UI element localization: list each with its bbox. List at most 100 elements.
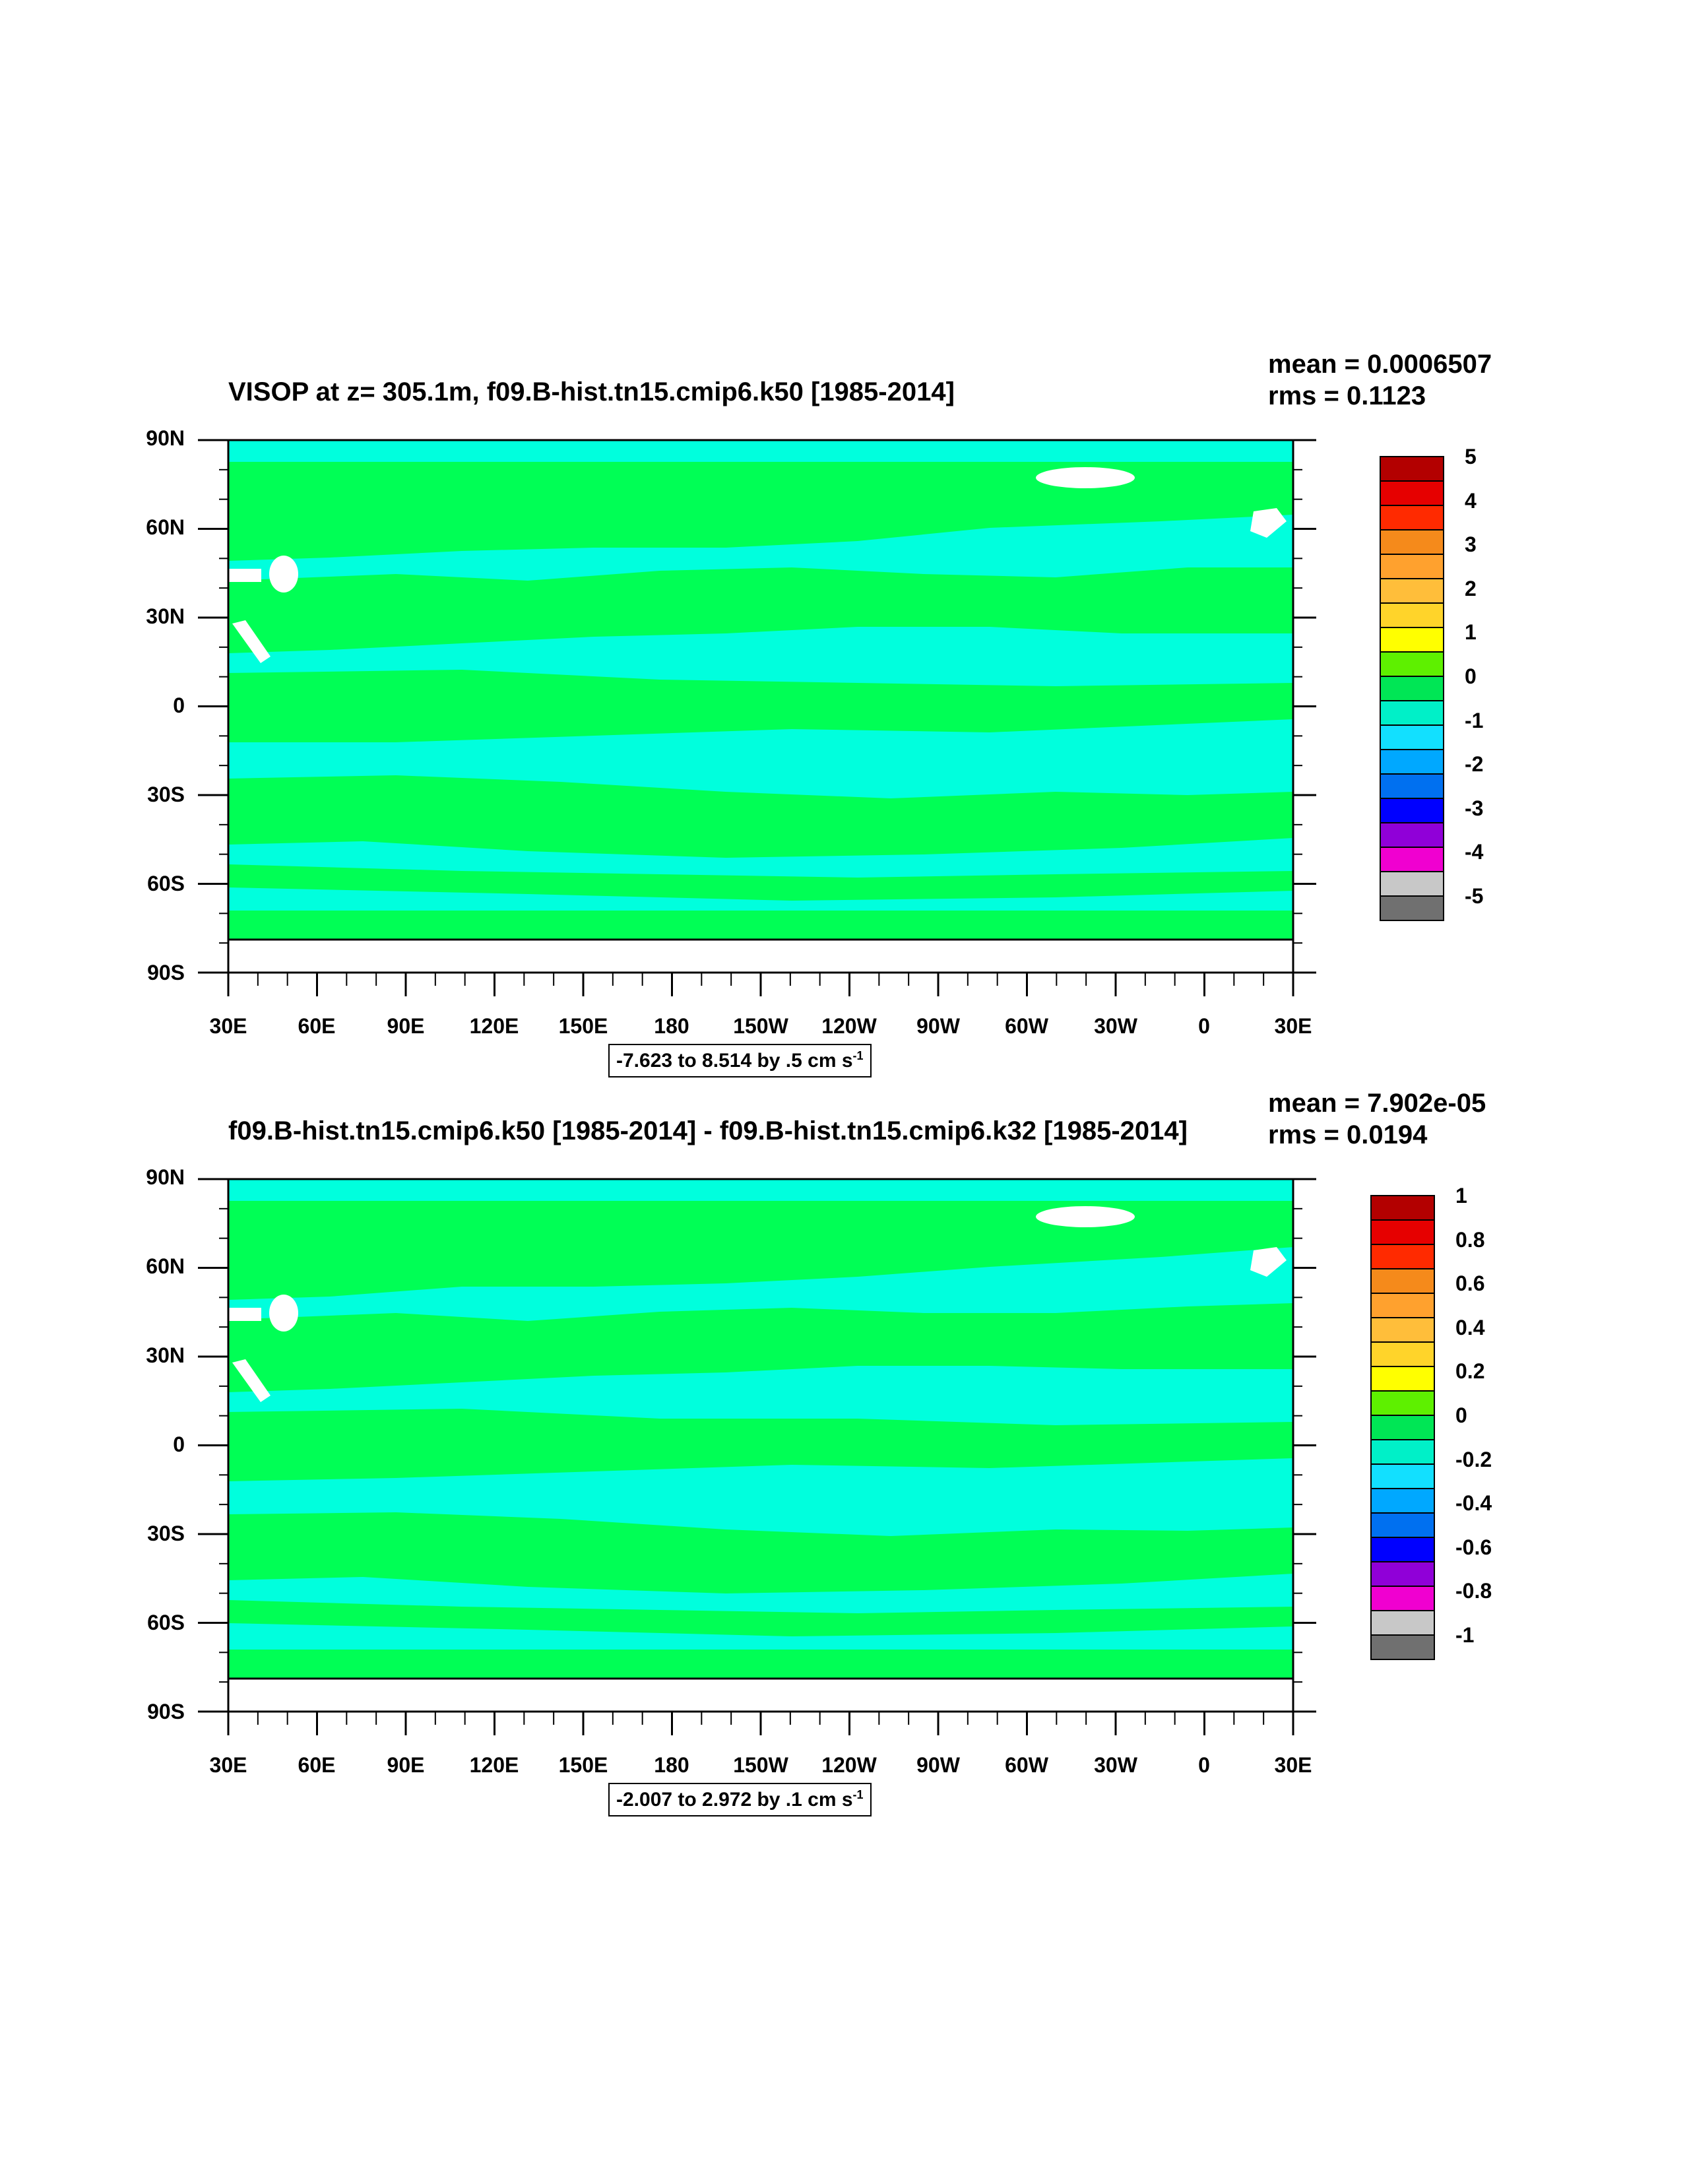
lat-label-30s: 30S xyxy=(147,783,185,806)
lat-label-30n: 30N xyxy=(146,604,185,628)
colorbar-swatch xyxy=(1370,1488,1435,1514)
lon-label: 120W xyxy=(821,1753,877,1777)
mean-stat: mean = 0.0006507 xyxy=(1268,350,1492,379)
lon-label: 30E xyxy=(1274,1753,1312,1777)
lat-label-60n: 60N xyxy=(146,1254,185,1278)
colorbar-swatch xyxy=(1370,1293,1435,1318)
map-plot xyxy=(198,439,1444,996)
field-band-southern-ocean xyxy=(228,1600,1293,1636)
field-band-arctic xyxy=(228,1201,1293,1300)
colorbar-label: -2 xyxy=(1465,752,1484,777)
colorbar-swatch xyxy=(1380,700,1444,726)
rms-stat: rms = 0.1123 xyxy=(1268,381,1426,410)
lat-label-90n: 90N xyxy=(146,426,185,450)
range-text: -7.623 to 8.514 by .5 cm s xyxy=(616,1050,853,1072)
colorbar-swatch xyxy=(1380,651,1444,677)
colorbar-swatch xyxy=(1370,1244,1435,1269)
missing-black-sea xyxy=(228,569,261,582)
colorbar-label: 4 xyxy=(1465,488,1477,513)
field-layer xyxy=(228,1179,1293,1679)
field-band-equator xyxy=(228,1409,1293,1481)
panel-top: VISOP at z= 305.1m, f09.B-hist.tn15.cmip… xyxy=(146,350,1492,1077)
colorbar-swatch xyxy=(1370,1341,1435,1367)
missing-caspian xyxy=(269,1295,298,1332)
missing-red-sea xyxy=(232,620,271,663)
colorbar-swatch xyxy=(1370,1268,1435,1294)
field-band-equator xyxy=(228,670,1293,742)
lon-label: 30E xyxy=(1274,1014,1312,1038)
lon-label: 150E xyxy=(558,1014,608,1038)
colorbar-swatch xyxy=(1380,529,1444,555)
rms-stat: rms = 0.0194 xyxy=(1268,1120,1428,1149)
colorbar-label: -0.2 xyxy=(1455,1447,1492,1471)
lon-label: 150W xyxy=(733,1753,788,1777)
lon-label: 180 xyxy=(654,1753,689,1777)
colorbar-swatch xyxy=(1380,602,1444,628)
lon-label: 60E xyxy=(298,1753,336,1777)
colorbar-label: 0 xyxy=(1465,664,1477,688)
panel-bottom: f09.B-hist.tn15.cmip6.k50 [1985-2014] - … xyxy=(0,739,1689,1834)
lon-label: 60W xyxy=(1005,1753,1048,1777)
colorbar-swatch xyxy=(1370,1586,1435,1611)
colorbar-swatch xyxy=(1370,1195,1435,1221)
lon-label: 90E xyxy=(387,1014,425,1038)
field-band-north-mid xyxy=(228,1303,1293,1392)
axis-ticks xyxy=(198,1178,1316,1735)
field-band-antarctic xyxy=(228,911,1293,940)
lon-label: 120W xyxy=(821,1014,877,1038)
lat-label-30n: 30N xyxy=(146,1343,185,1367)
range-unit-exponent: -1 xyxy=(852,1049,864,1062)
lon-label: 30E xyxy=(209,1014,247,1038)
colorbar-label: 0.2 xyxy=(1455,1359,1485,1384)
plot-title: VISOP at z= 305.1m, f09.B-hist.tn15.cmip… xyxy=(228,377,955,406)
field-band-arctic xyxy=(228,462,1293,561)
colorbar-swatch xyxy=(1380,554,1444,579)
colorbar-swatch xyxy=(1370,1366,1435,1392)
colorbar-label: 1 xyxy=(1455,1184,1467,1207)
colorbar-label: -4 xyxy=(1465,840,1484,864)
map-plot xyxy=(198,1178,1435,1735)
lon-label: 30E xyxy=(209,1753,247,1777)
colorbar-label: 0.8 xyxy=(1455,1227,1485,1252)
colorbar-swatch xyxy=(1370,1219,1435,1245)
field-band-southern-ocean xyxy=(228,864,1293,901)
colorbar-swatch xyxy=(1370,1634,1435,1660)
colorbar-label: 3 xyxy=(1465,532,1477,557)
colorbar-label: 0.4 xyxy=(1455,1315,1485,1339)
field-band-south-mid xyxy=(228,1512,1293,1593)
colorbar-swatch xyxy=(1380,578,1444,604)
contour-range-box: -7.623 to 8.514 by .5 cm s-1 xyxy=(608,1044,872,1077)
lat-label-90s: 90S xyxy=(147,1700,185,1723)
colorbar-swatch xyxy=(1380,505,1444,530)
colorbar-label: -1 xyxy=(1455,1623,1475,1647)
colorbar-label: -0.4 xyxy=(1455,1491,1492,1516)
colorbar-swatch xyxy=(1380,676,1444,701)
colorbar-swatch xyxy=(1380,456,1444,482)
missing-greenland xyxy=(1036,467,1135,488)
missing-red-sea xyxy=(232,1359,271,1402)
colorbar-swatch xyxy=(1370,1610,1435,1636)
colorbar-label: 0 xyxy=(1455,1403,1467,1427)
lon-label: 150E xyxy=(558,1753,608,1777)
range-unit-exponent: -1 xyxy=(852,1788,864,1801)
lon-label: 0 xyxy=(1198,1014,1210,1038)
lon-label: 60E xyxy=(298,1014,336,1038)
colorbar-label: 1 xyxy=(1465,620,1477,645)
lon-label: 60W xyxy=(1005,1014,1048,1038)
lon-label: 120E xyxy=(469,1014,519,1038)
range-text: -2.007 to 2.972 by .1 cm s xyxy=(616,1789,853,1811)
colorbar-swatch xyxy=(1370,1561,1435,1587)
colorbar-swatch xyxy=(1370,1463,1435,1489)
colorbar-swatch xyxy=(1370,1439,1435,1465)
colorbar-swatch xyxy=(1370,1512,1435,1538)
colorbar-label: 5 xyxy=(1465,445,1477,468)
field-band-north-mid xyxy=(228,567,1293,653)
lat-label-90n: 90N xyxy=(146,1165,185,1189)
colorbar-swatch xyxy=(1380,724,1444,750)
lat-label-0: 0 xyxy=(173,1432,185,1456)
field-layer xyxy=(228,440,1293,940)
colorbar-swatch xyxy=(1380,749,1444,775)
colorbar-swatch xyxy=(1370,1415,1435,1440)
lon-label: 180 xyxy=(654,1014,689,1038)
lon-label: 30W xyxy=(1094,1014,1137,1038)
